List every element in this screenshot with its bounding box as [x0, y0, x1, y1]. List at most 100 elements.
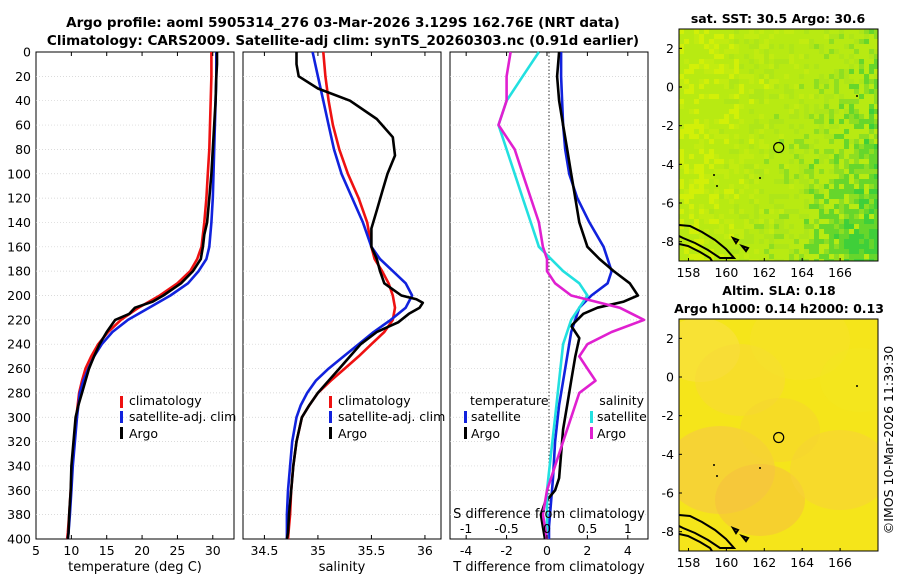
sst-cell	[799, 254, 804, 259]
sst-cell	[749, 194, 754, 199]
sst-cell	[724, 69, 729, 74]
sst-cell	[859, 119, 864, 124]
sst-cell	[754, 39, 759, 44]
sst-cell	[834, 159, 839, 164]
sst-cell	[724, 254, 729, 259]
sst-cell	[739, 209, 744, 214]
sst-cell	[719, 129, 724, 134]
sst-cell	[769, 64, 774, 69]
temperature-xticks: 5 10 15 20 25 30	[32, 52, 221, 558]
island-dot	[713, 464, 715, 466]
sst-cell	[834, 89, 839, 94]
sst-cell	[754, 199, 759, 204]
depth-tick-label: 40	[15, 93, 31, 108]
sst-cell	[704, 239, 709, 244]
sst-cell	[814, 259, 819, 261]
sst-cell	[874, 199, 878, 204]
sst-cell	[824, 79, 829, 84]
sst-cell	[829, 169, 834, 174]
sst-cell	[689, 109, 694, 114]
sst-cell	[809, 239, 814, 244]
sst-cell	[749, 239, 754, 244]
sst-cell	[864, 34, 869, 39]
sst-cell	[874, 89, 878, 94]
sst-cell	[784, 169, 789, 174]
figure-title-line2: Climatology: CARS2009. Satellite-adj cli…	[47, 33, 639, 49]
sst-cell	[849, 244, 854, 249]
sst-cell	[739, 159, 744, 164]
sst-cell	[704, 59, 709, 64]
sst-cell	[714, 199, 719, 204]
sst-cell	[864, 149, 869, 154]
sst-cell	[734, 69, 739, 74]
sst-cell	[699, 254, 704, 259]
map-ytick-label: -6	[662, 486, 675, 501]
sst-cell	[729, 34, 734, 39]
sla-map-frame	[678, 318, 879, 552]
sst-cell	[729, 44, 734, 49]
sst-cell	[709, 164, 714, 169]
sst-cell	[864, 209, 869, 214]
sst-cell	[829, 259, 834, 261]
sst-cell	[774, 179, 779, 184]
sst-cell	[734, 29, 739, 34]
sst-cell	[704, 174, 709, 179]
sst-cell	[834, 74, 839, 79]
sst-cell	[874, 209, 878, 214]
sst-cell	[824, 154, 829, 159]
s-xtick-label: 0.5	[577, 521, 597, 536]
map-ytick-label: 0	[666, 370, 674, 385]
sst-cell	[704, 229, 709, 234]
sst-cell	[829, 49, 834, 54]
sst-cell	[829, 239, 834, 244]
sst-cell	[774, 229, 779, 234]
sst-cell	[729, 49, 734, 54]
sst-cell	[854, 154, 859, 159]
sst-cell	[689, 84, 694, 89]
sst-cell	[799, 234, 804, 239]
sst-cell	[849, 259, 854, 261]
sst-cell	[869, 159, 874, 164]
sst-cell	[794, 104, 799, 109]
sst-cell	[859, 39, 864, 44]
sst-cell	[699, 179, 704, 184]
sst-cell	[764, 54, 769, 59]
sst-cell	[794, 239, 799, 244]
sst-cell	[844, 114, 849, 119]
sst-cell	[814, 219, 819, 224]
sst-cell	[854, 59, 859, 64]
sst-cell	[719, 214, 724, 219]
xtick-label: 15	[99, 543, 115, 558]
coastline-segment	[679, 514, 737, 549]
series-line-s-argo	[497, 51, 646, 540]
sst-cell	[834, 84, 839, 89]
sst-cell	[774, 94, 779, 99]
sst-cell	[874, 59, 878, 64]
sst-cell	[769, 34, 774, 39]
sst-cell	[814, 64, 819, 69]
sst-cell	[704, 159, 709, 164]
sst-cell	[704, 209, 709, 214]
sst-cell	[874, 249, 878, 254]
sst-cell	[699, 249, 704, 254]
sst-cell	[874, 224, 878, 229]
sst-cell	[679, 179, 684, 184]
sst-cell	[744, 219, 749, 224]
sst-cell	[854, 89, 859, 94]
sst-cell	[759, 219, 764, 224]
sst-cell	[864, 144, 869, 149]
sst-cell	[864, 224, 869, 229]
sst-cell	[699, 259, 704, 261]
map-ytick-label: 0	[666, 80, 674, 95]
sst-cell	[839, 229, 844, 234]
sst-cell	[839, 169, 844, 174]
sst-cell	[869, 119, 874, 124]
sst-cell	[834, 79, 839, 84]
sst-cell	[789, 224, 794, 229]
sst-cell	[869, 174, 874, 179]
sst-cell	[844, 184, 849, 189]
sst-cell	[704, 64, 709, 69]
sst-cell	[774, 259, 779, 261]
sst-cell	[719, 229, 724, 234]
sst-cell	[829, 74, 834, 79]
